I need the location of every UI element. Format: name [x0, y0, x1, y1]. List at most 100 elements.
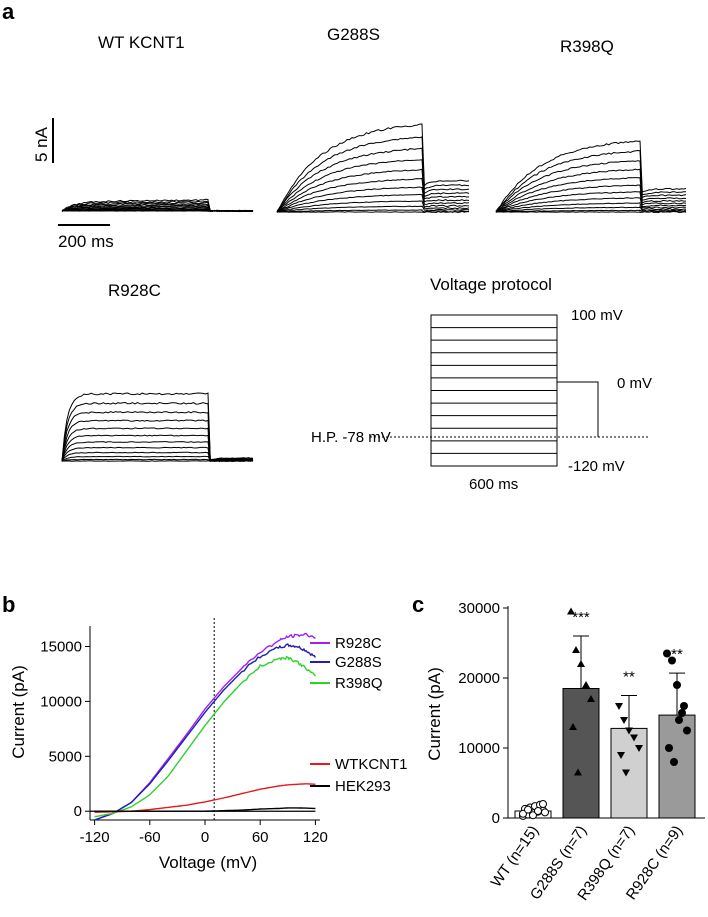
sweep-trace: [276, 193, 470, 213]
trace-title-g288s: G288S: [327, 25, 380, 44]
c-y-tick-label: 20000: [458, 670, 500, 687]
data-point: [668, 656, 676, 665]
sweep-trace: [277, 205, 470, 213]
sweep-trace: [495, 205, 687, 213]
scale-time-label: 200 ms: [58, 232, 114, 251]
sweep-trace: [495, 184, 687, 213]
b-y-tick-label: 0: [74, 803, 82, 820]
data-point: [574, 768, 582, 776]
significance-marker: **: [623, 669, 635, 686]
legend-label-hek293: HEK293: [335, 778, 391, 795]
series-line-r928c: [94, 632, 316, 821]
data-point: [577, 660, 585, 667]
sweep-trace: [276, 168, 469, 213]
c-y-tick-label: 0: [492, 810, 500, 827]
current-trace-r928c: [61, 392, 254, 463]
trace-title-r398q: R398Q: [560, 37, 614, 56]
data-point: [539, 800, 547, 808]
b-x-tick-label: -120: [80, 829, 110, 846]
protocol-zero-label: 0 mV: [617, 375, 652, 392]
data-point: [582, 681, 590, 688]
sweep-trace: [277, 209, 470, 213]
protocol-top-label: 100 mV: [571, 307, 623, 324]
panel-label-b: b: [2, 592, 15, 617]
data-point: [675, 716, 683, 724]
c-category-label: WT (n=15): [488, 823, 543, 891]
legend-label-r928c: R928C: [335, 635, 382, 652]
panel-label-c: c: [412, 592, 424, 617]
panel-label-a: a: [2, 0, 15, 24]
sweep-trace: [61, 427, 254, 462]
b-x-axis-title: Voltage (mV): [159, 853, 257, 872]
sweep-trace: [495, 149, 686, 212]
data-point: [670, 758, 678, 766]
data-point: [617, 752, 625, 759]
data-point: [567, 607, 575, 615]
data-point: [680, 702, 688, 710]
data-point: [615, 703, 623, 710]
trace-title-wt: WT KCNT1: [98, 33, 185, 52]
c-y-tick-label: 10000: [458, 740, 500, 757]
sweep-trace: [276, 147, 470, 213]
b-y-tick-label: 10000: [40, 693, 82, 710]
sweep-trace: [61, 434, 254, 462]
b-y-axis-title: Current (pA): [9, 665, 28, 759]
legend-label-g288s: G288S: [335, 654, 382, 671]
protocol-duration-label: 600 ms: [469, 476, 518, 493]
data-point: [620, 717, 628, 724]
voltage-protocol-diagram: [370, 314, 650, 467]
sweep-trace: [495, 210, 687, 214]
c-y-tick-label: 30000: [458, 600, 500, 617]
sweep-trace: [495, 209, 687, 213]
c-y-axis-title: Current (pA): [425, 667, 444, 761]
bar: [562, 688, 600, 819]
data-point: [529, 811, 537, 820]
sweep-trace: [61, 198, 254, 213]
legend-label-r398q: R398Q: [335, 675, 383, 692]
data-point: [663, 649, 671, 658]
data-point: [678, 709, 686, 717]
sweep-trace: [276, 177, 470, 213]
series-line-r398q: [94, 655, 316, 818]
data-point: [534, 807, 542, 815]
sweep-trace: [276, 186, 470, 213]
sweep-trace: [276, 200, 470, 213]
current-trace-wt: [61, 198, 254, 213]
sweep-trace: [276, 136, 470, 213]
sweep-trace: [495, 140, 687, 212]
b-x-tick-label: 120: [303, 829, 328, 846]
current-trace-r398q: [495, 140, 687, 214]
sweep-trace: [276, 159, 470, 213]
data-point: [587, 695, 595, 702]
data-point: [572, 646, 580, 653]
sweep-trace: [495, 191, 687, 213]
series-line-hek293: [94, 807, 316, 812]
b-y-tick-label: 5000: [49, 748, 82, 765]
sweep-trace: [61, 401, 254, 462]
data-point: [635, 745, 643, 752]
data-point: [625, 727, 633, 735]
significance-marker: **: [671, 646, 683, 663]
sweep-trace: [495, 177, 686, 213]
b-x-tick-label: 60: [252, 829, 269, 846]
bar: [610, 727, 648, 819]
sweep-trace: [61, 419, 254, 462]
current-trace-g288s: [276, 123, 470, 214]
b-y-tick-label: 15000: [40, 638, 82, 655]
data-point: [630, 734, 638, 742]
b-x-tick-label: -60: [139, 829, 161, 846]
sweep-trace: [495, 160, 687, 212]
sweep-trace: [495, 168, 687, 213]
sweep-trace: [276, 123, 470, 212]
series-line-g288s: [94, 643, 316, 821]
b-x-tick-label: 0: [201, 829, 209, 846]
data-point: [673, 681, 681, 689]
data-point: [569, 723, 577, 730]
data-point: [541, 808, 549, 817]
protocol-holding-label: H.P. -78 mV: [311, 429, 391, 446]
protocol-zero-step: [557, 381, 599, 437]
iv-curve-chart: -120 -60 0 60 120 0 5000 10000 15000 R928C G288S R3…: [40, 618, 408, 846]
data-point: [519, 809, 527, 818]
